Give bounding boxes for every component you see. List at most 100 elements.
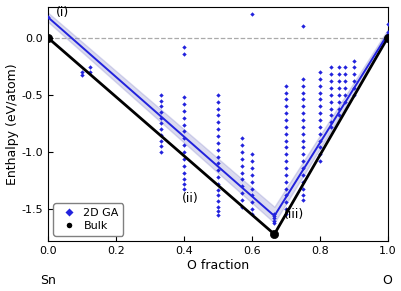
Point: [383, 35, 390, 40]
Point: [350, 58, 356, 63]
Point: [335, 113, 341, 118]
Text: Sn: Sn: [40, 274, 56, 287]
Point: [335, 86, 341, 90]
Point: [327, 99, 333, 104]
Point: [78, 70, 85, 74]
Point: [180, 129, 186, 134]
Point: [238, 205, 245, 209]
Point: [214, 120, 221, 125]
Point: [341, 86, 348, 90]
Point: [78, 73, 85, 78]
Point: [214, 154, 221, 159]
Point: [180, 102, 186, 106]
Point: [248, 11, 254, 16]
Point: [214, 209, 221, 214]
Point: [157, 110, 164, 114]
Point: [157, 121, 164, 126]
Point: [299, 173, 305, 177]
Point: [157, 104, 164, 109]
Point: [282, 104, 288, 109]
Point: [214, 99, 221, 104]
Point: [238, 191, 245, 196]
Point: [335, 99, 341, 104]
Point: [316, 70, 322, 74]
Point: [316, 159, 322, 164]
Point: [282, 83, 288, 88]
X-axis label: O fraction: O fraction: [186, 259, 248, 272]
Point: [214, 199, 221, 203]
Point: [299, 118, 305, 122]
Point: [316, 138, 322, 143]
Point: [299, 125, 305, 129]
Point: [214, 205, 221, 209]
Point: [383, 22, 390, 26]
Point: [299, 24, 305, 29]
Point: [316, 145, 322, 150]
Point: [214, 193, 221, 198]
Point: [299, 166, 305, 170]
Point: [87, 70, 93, 74]
Point: [157, 144, 164, 148]
Point: [180, 150, 186, 154]
Point: [341, 79, 348, 84]
Point: [180, 177, 186, 182]
Point: [180, 157, 186, 161]
Point: [350, 86, 356, 90]
Point: [248, 200, 254, 205]
Point: [180, 51, 186, 56]
Point: [157, 115, 164, 120]
Point: [327, 120, 333, 125]
Point: [180, 109, 186, 113]
Point: [327, 106, 333, 111]
Point: [282, 111, 288, 116]
Point: [327, 65, 333, 70]
Point: [238, 150, 245, 154]
Point: [282, 186, 288, 191]
Point: [238, 170, 245, 175]
Point: [299, 83, 305, 88]
Point: [341, 93, 348, 97]
Point: [335, 65, 341, 70]
Point: [157, 150, 164, 154]
Point: [248, 207, 254, 211]
Point: [157, 98, 164, 103]
Point: [282, 97, 288, 102]
Point: [214, 212, 221, 217]
Point: [282, 173, 288, 177]
Point: [180, 136, 186, 141]
Point: [271, 216, 277, 221]
Point: [282, 193, 288, 198]
Point: [214, 134, 221, 138]
Point: [316, 77, 322, 81]
Point: [282, 131, 288, 136]
Legend: 2D GA, Bulk: 2D GA, Bulk: [53, 203, 123, 235]
Point: [335, 93, 341, 97]
Point: [316, 152, 322, 157]
Point: [157, 127, 164, 132]
Point: [180, 45, 186, 49]
Point: [248, 159, 254, 164]
Point: [341, 99, 348, 104]
Point: [238, 157, 245, 161]
Point: [316, 111, 322, 116]
Point: [327, 125, 333, 129]
Point: [316, 90, 322, 95]
Point: [350, 93, 356, 97]
Text: (i): (i): [56, 6, 69, 19]
Point: [248, 186, 254, 191]
Point: [316, 125, 322, 129]
Point: [214, 106, 221, 111]
Point: [271, 232, 277, 237]
Point: [282, 211, 288, 216]
Point: [299, 138, 305, 143]
Point: [248, 193, 254, 198]
Point: [282, 152, 288, 157]
Text: O: O: [382, 274, 392, 287]
Point: [157, 138, 164, 143]
Y-axis label: Enthalpy (eV/atom): Enthalpy (eV/atom): [6, 63, 18, 185]
Point: [248, 179, 254, 184]
Point: [299, 198, 305, 202]
Point: [214, 93, 221, 97]
Point: [248, 152, 254, 157]
Point: [299, 97, 305, 102]
